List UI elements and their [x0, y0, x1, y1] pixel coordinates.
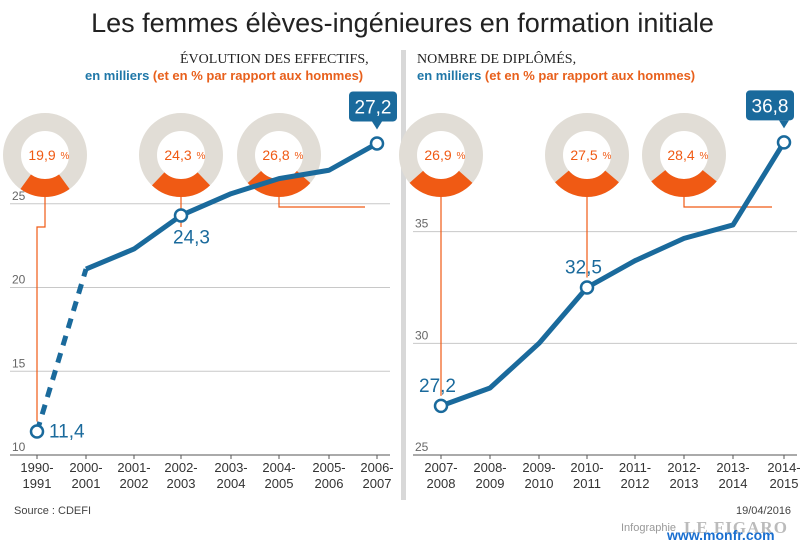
- y-tick-label: 35: [415, 217, 429, 231]
- right-unit-label: en milliers: [417, 68, 482, 83]
- right-percent-note: (et en % par rapport aux hommes): [481, 68, 696, 83]
- x-tick-label: 2006-2007: [360, 460, 393, 491]
- publication-date: 19/04/2016: [736, 505, 792, 517]
- watermark: www.monfr.com: [667, 527, 775, 543]
- data-point-marker: [173, 208, 189, 223]
- data-label: 36,8: [752, 96, 789, 117]
- series-line: [440, 141, 787, 409]
- y-tick-label: 25: [415, 440, 429, 454]
- left-chart-subheading: en milliers (et en % par rapport aux hom…: [85, 68, 363, 83]
- value-callout-box: [349, 91, 397, 122]
- x-tick-label: 1990-1991: [20, 460, 53, 491]
- x-tick-label: 2004-2005: [262, 460, 295, 491]
- x-tick-label: 2002-2003: [164, 460, 197, 491]
- chart-2: 25 30 35 2007-2008 2008-2009 2009-2010 2010-20…: [399, 90, 801, 491]
- donut-share-arc: [151, 171, 211, 197]
- donut-share-arc: [247, 170, 311, 197]
- left-percent-note: (et en % par rapport aux hommes): [149, 68, 364, 83]
- credit-label: Infographie: [621, 522, 677, 534]
- data-label: 27,2: [355, 97, 392, 118]
- value-callout-pointer: [372, 121, 382, 130]
- y-tick-label: 25: [12, 189, 26, 203]
- donut-share-arc: [651, 169, 717, 197]
- page-title: Les femmes élèves-ingénieures en formati…: [91, 8, 714, 38]
- right-chart-subheading: en milliers (et en % par rapport aux hom…: [417, 68, 695, 83]
- x-tick-label: 2005-2006: [312, 460, 345, 491]
- donut-percent-label: 27,5: [570, 147, 597, 163]
- x-tick-label: 2014-2015: [767, 460, 800, 491]
- x-tick-label: 2007-2008: [424, 460, 457, 491]
- donut-percent-unit: %: [700, 151, 709, 162]
- donut-share-arc: [20, 174, 70, 197]
- donut-share-arc: [555, 170, 619, 197]
- leader-line: [36, 191, 46, 422]
- donut-percent-unit: %: [457, 151, 466, 162]
- x-tick-label: 2010-2011: [570, 460, 603, 491]
- y-tick-label: 10: [12, 440, 26, 454]
- donut-percent-label: 26,9: [424, 147, 451, 163]
- x-tick-label: 2003-2004: [214, 460, 247, 491]
- y-tick-label: 30: [415, 328, 429, 342]
- x-tick-label: 2011-2012: [619, 460, 651, 491]
- donut-percent-unit: %: [295, 151, 304, 162]
- data-point-marker: [433, 398, 449, 414]
- y-tick-label: 15: [12, 356, 26, 370]
- donut-percent-unit: %: [61, 151, 70, 162]
- data-label: 24,3: [173, 227, 210, 248]
- data-label: 27,2: [419, 376, 456, 397]
- x-tick-label: 2000-2001: [69, 460, 102, 491]
- donut-percent-unit: %: [603, 151, 612, 162]
- data-label: 11,4: [49, 422, 85, 443]
- series-line-estimated: [34, 268, 89, 433]
- donut-percent-label: 19,9: [28, 147, 55, 163]
- data-point-marker: [29, 424, 45, 439]
- x-tick-label: 2001-2002: [117, 460, 150, 491]
- left-chart-heading: ÉVOLUTION DES EFFECTIFS,: [180, 52, 369, 67]
- series-line: [85, 141, 379, 272]
- chart-1: 10 15 20 25 1990-1991 2000-2001 2001-2002 2002-…: [3, 91, 397, 491]
- data-label: 32,5: [565, 258, 602, 279]
- value-callout-pointer: [779, 120, 789, 129]
- x-tick-label: 2008-2009: [473, 460, 506, 491]
- x-tick-label: 2009-2010: [522, 460, 555, 491]
- value-callout-box: [746, 90, 794, 121]
- x-tick-label: 2012-2013: [667, 460, 700, 491]
- data-point-marker: [776, 135, 792, 150]
- donut-percent-unit: %: [197, 151, 206, 162]
- left-unit-label: en milliers: [85, 68, 150, 83]
- donut-share-arc: [409, 170, 473, 197]
- y-tick-label: 20: [12, 273, 26, 287]
- data-point-marker: [579, 280, 595, 295]
- x-tick-label: 2013-2014: [716, 460, 749, 491]
- brand-logo: LE FIGARO: [684, 518, 788, 537]
- panel-divider: [401, 50, 406, 500]
- data-point-marker: [369, 136, 385, 151]
- donut-percent-label: 24,3: [164, 147, 191, 163]
- donut-percent-label: 26,8: [262, 147, 289, 163]
- donut-percent-label: 28,4: [667, 147, 694, 163]
- source-note: Source : CDEFI: [14, 505, 92, 517]
- right-chart-heading: NOMBRE DE DIPLÔMÉS,: [417, 52, 577, 67]
